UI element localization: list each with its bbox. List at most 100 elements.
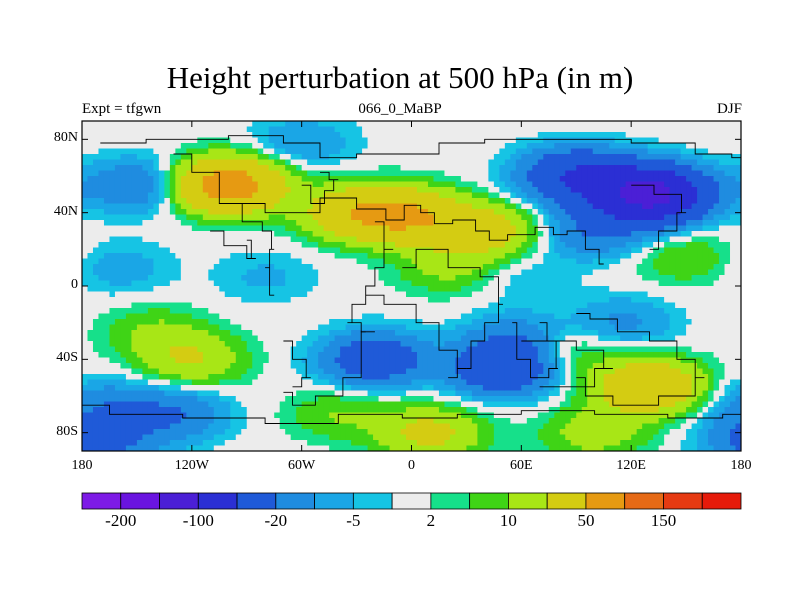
field-cell [329, 225, 336, 232]
field-cell [416, 313, 424, 320]
field-cell [482, 165, 489, 172]
field-cell [477, 176, 484, 183]
field-cell [186, 297, 193, 304]
field-cell [422, 231, 429, 238]
field-cell [252, 209, 259, 216]
field-cell [279, 291, 286, 298]
field-cell [460, 313, 468, 320]
field-cell [598, 220, 605, 227]
field-cell [664, 275, 671, 282]
field-cell [263, 319, 270, 326]
field-cell [356, 313, 363, 320]
field-cell [400, 209, 407, 216]
field-cell [334, 264, 341, 271]
field-cell [598, 335, 605, 342]
field-cell [274, 121, 281, 128]
field-cell [142, 302, 149, 309]
field-cell [625, 143, 632, 150]
field-cell [367, 231, 374, 238]
field-cell [493, 148, 500, 155]
field-cell [477, 275, 484, 282]
field-cell [603, 121, 610, 128]
field-cell [312, 236, 319, 243]
field-cell [444, 291, 451, 298]
field-cell [647, 324, 654, 331]
field-cell [279, 313, 286, 320]
field-cell [406, 187, 413, 194]
field-cell [708, 330, 715, 337]
field-cell [351, 297, 358, 304]
field-cell [570, 247, 577, 254]
field-cell [307, 148, 314, 155]
field-cell [301, 225, 308, 232]
field-cell [642, 319, 649, 326]
field-cell [576, 286, 583, 293]
field-cell [576, 198, 583, 205]
field-cell [175, 225, 182, 232]
field-cell [488, 192, 495, 199]
field-cell [416, 170, 424, 177]
field-cell [565, 319, 572, 326]
field-cell [724, 247, 731, 254]
field-cell [257, 198, 264, 205]
field-cell [543, 154, 550, 161]
field-cell [87, 187, 94, 194]
field-cell [515, 225, 522, 232]
field-cell [565, 231, 572, 238]
field-cell [631, 275, 638, 282]
field-cell [263, 143, 270, 150]
field-cell [246, 225, 253, 232]
field-cell [570, 209, 577, 216]
field-cell [664, 258, 671, 265]
field-cell [340, 181, 347, 188]
field-cell [257, 242, 264, 249]
field-cell [653, 132, 660, 139]
field-cell [488, 198, 495, 205]
field-cell [691, 220, 698, 227]
field-cell [669, 181, 676, 188]
field-cell [581, 231, 588, 238]
field-cell [647, 181, 654, 188]
field-cell [548, 247, 555, 254]
field-cell [153, 286, 160, 293]
field-cell [109, 187, 116, 194]
field-cell [103, 181, 111, 188]
field-cell [411, 313, 418, 320]
field-cell [653, 341, 660, 348]
field-cell [416, 209, 424, 216]
field-cell [422, 192, 429, 199]
field-cell [477, 341, 484, 348]
field-cell [438, 324, 446, 331]
field-cell [664, 242, 671, 249]
field-cell [488, 121, 495, 128]
field-cell [411, 275, 418, 282]
field-cell [576, 341, 583, 348]
field-cell [686, 291, 693, 298]
field-cell [301, 308, 308, 315]
field-cell [587, 231, 594, 238]
field-cell [307, 214, 314, 221]
field-cell [202, 126, 209, 133]
field-cell [186, 148, 193, 155]
field-cell [351, 198, 358, 205]
field-cell [713, 192, 720, 199]
field-cell [515, 253, 522, 260]
field-cell [526, 275, 533, 282]
field-cell [427, 275, 435, 282]
field-cell [334, 220, 341, 227]
field-cell [252, 126, 259, 133]
field-cell [653, 137, 660, 144]
field-cell [400, 137, 407, 144]
field-cell [268, 220, 275, 227]
field-cell [213, 341, 220, 348]
field-cell [301, 313, 308, 320]
field-cell [296, 148, 303, 155]
field-cell [109, 137, 116, 144]
field-cell [208, 198, 215, 205]
field-cell [125, 247, 133, 254]
field-cell [449, 330, 457, 337]
field-cell [438, 242, 446, 249]
field-cell [576, 181, 583, 188]
field-cell [230, 225, 237, 232]
field-cell [559, 297, 566, 304]
